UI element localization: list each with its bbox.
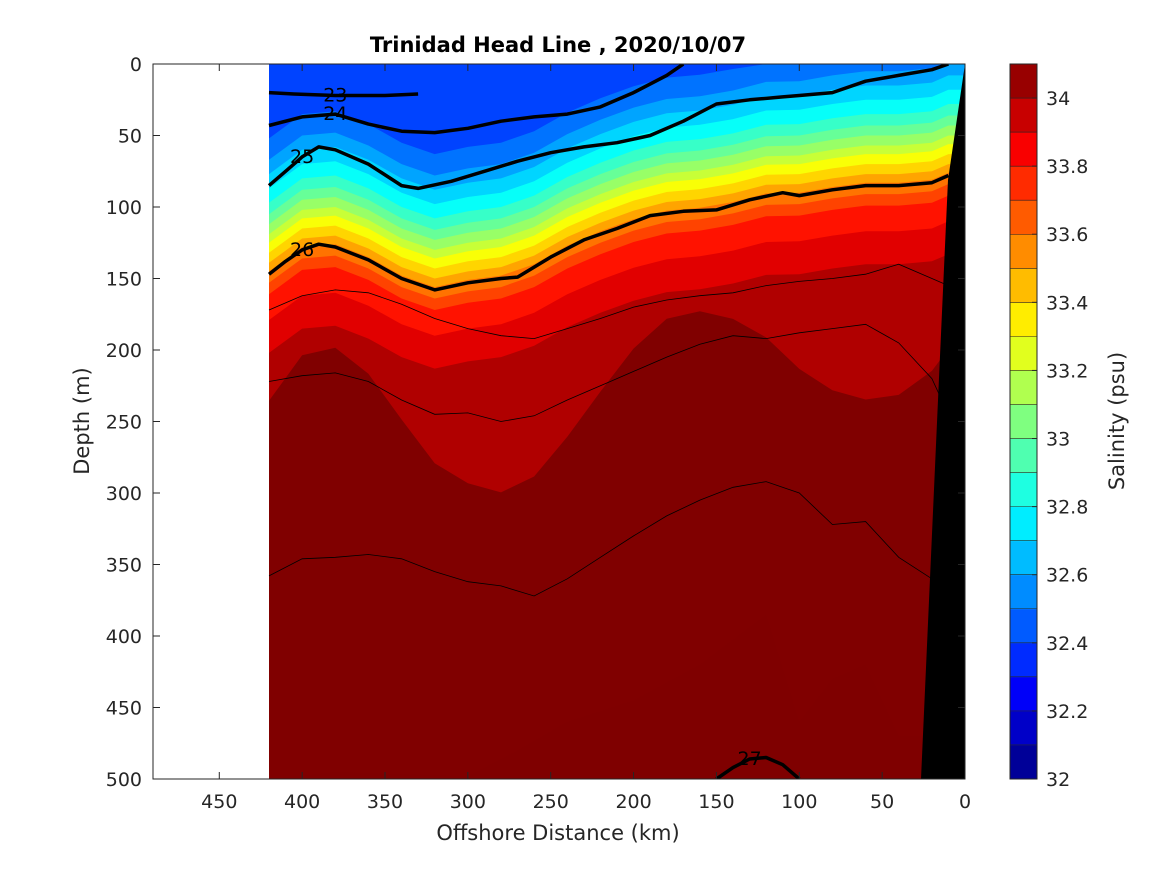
x-tick-label: 350 [367,791,403,813]
colorbar-tick-label: 34 [1046,88,1070,110]
isopycnal-24 [268,64,685,135]
colorbar-swatch [1010,302,1037,337]
y-tick-label: 150 [106,269,142,291]
colorbar-swatch [1010,404,1037,440]
chart-title: Trinidad Head Line , 2020/10/07 [370,33,746,57]
colorbar-swatch [1010,64,1037,99]
y-tick-label: 400 [106,626,142,648]
colorbar-swatch [1010,676,1037,712]
colorbar-swatch [1010,268,1037,303]
isopycnal-label: 26 [290,239,314,261]
isopycnal-25 [267,64,949,191]
y-tick-label: 100 [106,197,142,219]
colorbar-tick-label: 33.6 [1046,224,1088,246]
colorbar-swatch [1010,710,1037,746]
colorbar-frame [1009,63,1038,780]
y-axis-ticks: 0 50 100 150 200 250 300 350 400 450 500 [106,54,965,791]
colorbar-tick-label: 32.4 [1046,633,1088,655]
x-tick-label: 100 [781,791,817,813]
colorbar-swatch [1010,472,1037,508]
isopycnal-label: 25 [290,146,314,168]
colorbar-swatch [1010,98,1037,133]
colorbar-tick-label: 33 [1046,429,1070,451]
colorbar-swatch [1010,744,1037,780]
isopycnal-label: 23 [323,85,347,107]
y-tick-label: 500 [106,769,142,791]
colorbar-tick-label: 32.2 [1046,701,1088,723]
colorbar-tick-label: 33.4 [1046,292,1088,314]
y-tick-label: 300 [106,483,142,505]
colorbar-tick-label: 32.6 [1046,565,1088,587]
salinity-field [269,64,965,779]
isopycnal-label: 24 [323,103,347,125]
colorbar-swatch [1010,370,1037,405]
colorbar-tick-label: 33.8 [1046,156,1088,178]
isopycnal-27 [715,755,801,779]
colorbar-swatch [1010,574,1037,610]
x-axis-label: Offshore Distance (km) [436,821,679,845]
x-tick-label: 0 [959,791,971,813]
x-tick-label: 50 [870,791,894,813]
bathymetry-shelf [921,64,965,779]
isopycnal-26 [267,173,950,292]
colorbar-swatch [1010,166,1037,201]
colorbar-swatch [1010,438,1037,474]
density-contour-thin [268,481,949,597]
y-axis-label: Depth (m) [70,367,94,474]
y-tick-label: 350 [106,555,142,577]
x-tick-label: 150 [698,791,734,813]
colorbar-swatch [1010,132,1037,167]
x-tick-label: 200 [615,791,651,813]
colorbar-tick-label: 33.2 [1046,360,1088,382]
x-tick-label: 300 [450,791,486,813]
density-contour-thin [268,263,949,340]
x-tick-label: 450 [201,791,237,813]
colorbar-swatch [1010,540,1037,576]
colorbar-swatch [1010,506,1037,542]
y-tick-label: 250 [106,412,142,434]
isopycnal-label: 27 [738,748,762,770]
colorbar-swatch [1010,608,1037,644]
y-tick-label: 50 [118,126,142,148]
y-tick-label: 0 [130,54,142,76]
colorbar-tick-label: 32 [1046,769,1070,791]
colorbar-swatch [1010,336,1037,371]
colorbar-swatch [1010,642,1037,678]
colorbar: 32 32.2 32.4 32.6 32.8 33 33.2 33.4 33.6 33.8 34 [1009,63,1088,791]
density-contour-thin [268,323,949,422]
isopycnal-23 [268,90,419,98]
colorbar-swatch [1010,234,1037,269]
x-tick-label: 400 [284,791,320,813]
x-axis-ticks: 450 400 350 300 250 200 150 100 50 0 [201,64,971,813]
colorbar-label: Salinity (psu) [1105,352,1129,490]
colorbar-swatch [1010,200,1037,235]
x-tick-label: 250 [533,791,569,813]
y-tick-label: 450 [106,698,142,720]
y-tick-label: 200 [106,340,142,362]
colorbar-tick-label: 32.8 [1046,497,1088,519]
salinity-band [269,614,965,779]
